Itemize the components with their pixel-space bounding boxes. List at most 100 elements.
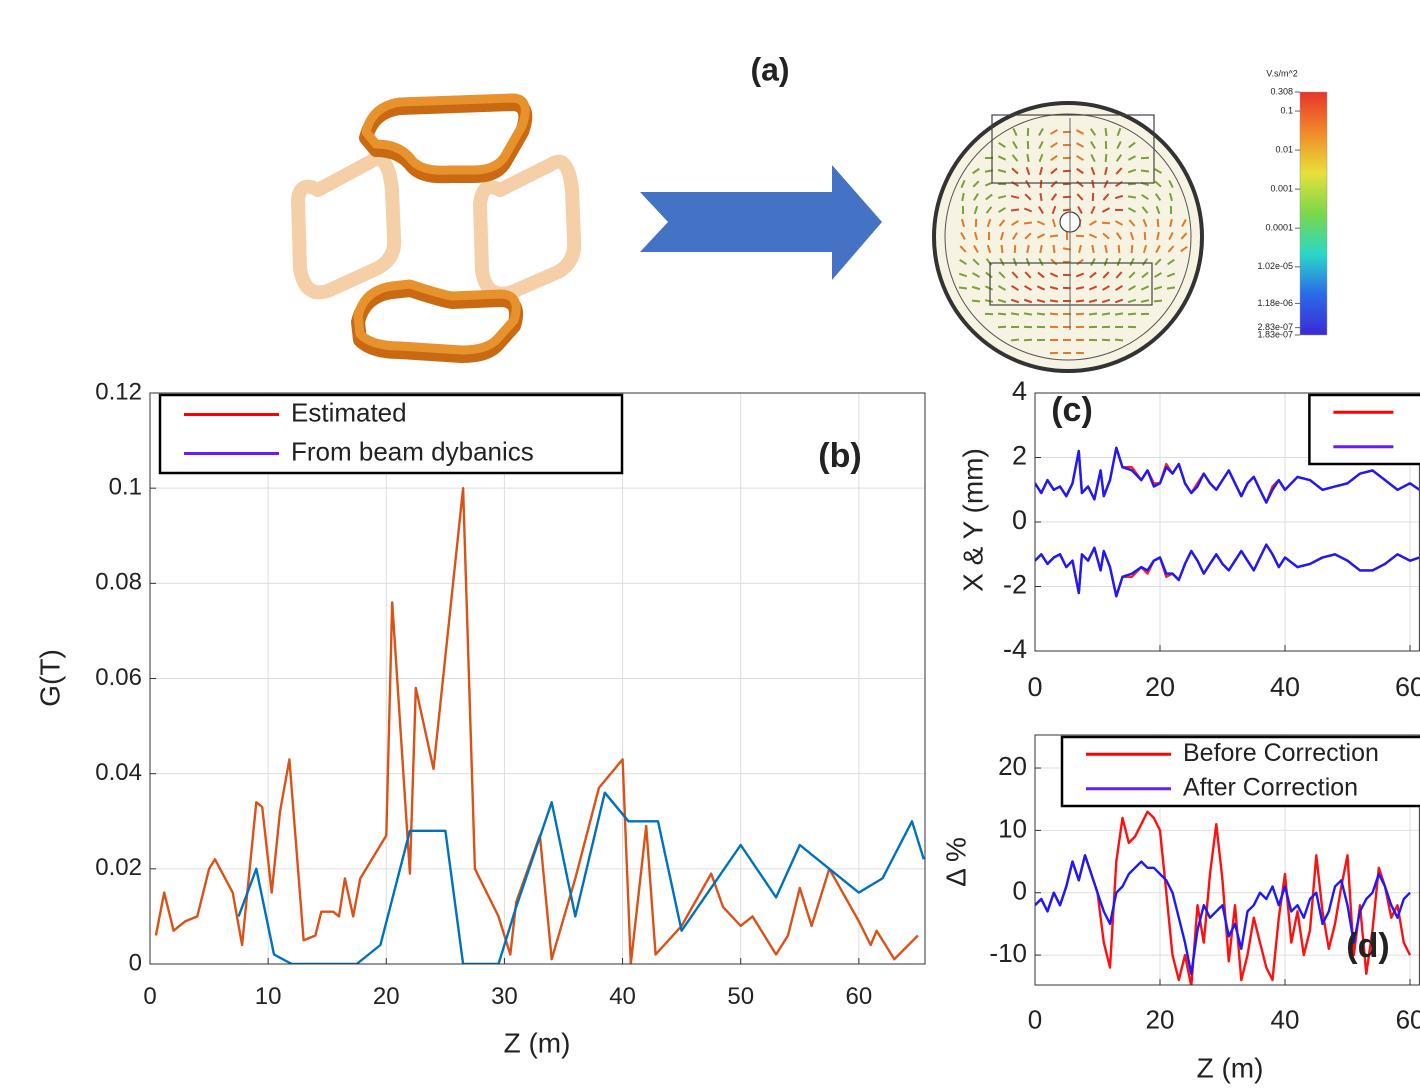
field-arrow <box>1127 207 1137 213</box>
field-arrow <box>971 285 981 291</box>
field-arrow <box>1142 218 1148 228</box>
field-arrow <box>1104 244 1108 254</box>
field-arrow <box>1051 218 1057 228</box>
field-arrow <box>1011 154 1019 162</box>
field-arrow <box>1024 285 1032 291</box>
y-tick-label: 0.06 <box>95 664 142 691</box>
field-arrow <box>1088 312 1098 316</box>
field-arrow <box>1049 312 1059 316</box>
field-arrow <box>999 231 1005 241</box>
field-arrow <box>1127 298 1137 304</box>
y-tick-label: 4 <box>1012 376 1027 406</box>
colorbar <box>1299 91 1328 336</box>
field-arrow <box>1075 286 1085 290</box>
y-tick-label: 0 <box>1013 876 1027 906</box>
field-arrow <box>1049 234 1059 238</box>
axes-frame <box>1034 392 1420 652</box>
y-tick-label: 0 <box>1012 505 1027 535</box>
field-arrow <box>1091 179 1095 189</box>
field-arrow <box>1104 166 1108 176</box>
x-axis-label: Z (m) <box>1197 1052 1264 1083</box>
field-arrow <box>1012 257 1018 267</box>
panel-label: (c) <box>1051 391 1093 429</box>
y-tick-label: 0.04 <box>95 759 142 786</box>
y-axis-label: Δ % <box>940 837 971 887</box>
field-arrow <box>997 155 1007 161</box>
field-arrow <box>1075 234 1085 238</box>
field-arrow <box>1023 312 1033 316</box>
field-arrow <box>986 218 992 228</box>
field-arrow <box>1075 272 1085 278</box>
field-arrow <box>1141 206 1149 214</box>
legend-box <box>1308 393 1420 466</box>
field-arrow <box>1011 220 1019 226</box>
legend-box <box>158 393 624 475</box>
field-arrow <box>1141 193 1149 201</box>
x-axis-label: Z (m) <box>504 1027 571 1058</box>
field-arrow <box>1128 141 1136 149</box>
field-arrow <box>1010 338 1020 342</box>
x-tick-label: 40 <box>1270 672 1300 702</box>
x-tick-label: 50 <box>727 983 754 1010</box>
field-arrow <box>1166 272 1176 278</box>
field-arrow <box>1012 141 1018 149</box>
field-arrow <box>1011 167 1019 175</box>
field-arrow <box>1128 219 1136 227</box>
field-arrow <box>1039 166 1043 176</box>
y-axis-label: X & Y (mm) <box>957 448 988 592</box>
series-line <box>154 487 919 964</box>
panel-label: (a) <box>750 51 789 87</box>
field-arrow <box>1154 193 1162 201</box>
field-arrow <box>1115 154 1123 162</box>
panel-label: (b) <box>818 437 861 475</box>
field-arrow <box>1012 232 1018 240</box>
field-arrow <box>1076 142 1084 148</box>
field-arrow <box>974 231 978 241</box>
series-line <box>1035 854 1411 975</box>
field-arrow <box>1127 168 1137 174</box>
field-arrow <box>1128 285 1136 291</box>
field-arrow <box>1010 312 1020 316</box>
field-arrow <box>998 141 1006 149</box>
field-arrow <box>1036 299 1046 303</box>
field-arrow <box>1167 258 1175 266</box>
field-arrow <box>1101 312 1111 316</box>
field-arrow <box>958 272 968 278</box>
x-tick-label: 30 <box>491 983 518 1010</box>
coil-drawing <box>291 93 582 363</box>
y-tick-label: 0.08 <box>95 569 142 596</box>
x-tick-label: 20 <box>1146 1004 1175 1034</box>
field-arrow <box>1140 285 1150 291</box>
legend-label: After Correction <box>1183 773 1358 801</box>
field-arrow <box>1050 258 1058 266</box>
field-arrow <box>1075 129 1085 135</box>
field-arrow <box>1167 245 1175 253</box>
field-arrow <box>1114 338 1124 342</box>
coil-orange <box>361 93 530 175</box>
field-arrow <box>1140 299 1150 303</box>
field-arrow <box>1038 257 1044 267</box>
field-arrow <box>1168 179 1174 189</box>
field-cross-section <box>932 101 1204 373</box>
field-arrow <box>1037 271 1045 279</box>
field-arrow <box>1025 257 1031 267</box>
y-tick-label: 20 <box>998 751 1027 781</box>
x-tick-label: 40 <box>1271 1004 1300 1034</box>
field-arrow <box>985 193 993 201</box>
field-arrow <box>960 232 966 240</box>
field-arrow <box>1129 231 1135 241</box>
field-arrow <box>1140 169 1150 173</box>
field-arrow <box>997 298 1007 304</box>
field-arrow <box>1075 312 1085 316</box>
y-tick-label: -10 <box>989 938 1027 968</box>
field-arrow <box>1116 140 1122 150</box>
field-arrow <box>1000 244 1004 254</box>
field-arrow <box>959 245 967 253</box>
field-arrow <box>1102 271 1110 279</box>
x-tick-label: 40 <box>609 983 636 1010</box>
legend-label: Estimated <box>291 397 407 427</box>
colorbar-tick-label: 0.001 <box>1270 184 1293 194</box>
field-arrow <box>960 218 966 228</box>
field-arrow <box>1023 207 1033 213</box>
colorbar-tick-label: 0.01 <box>1275 144 1293 154</box>
